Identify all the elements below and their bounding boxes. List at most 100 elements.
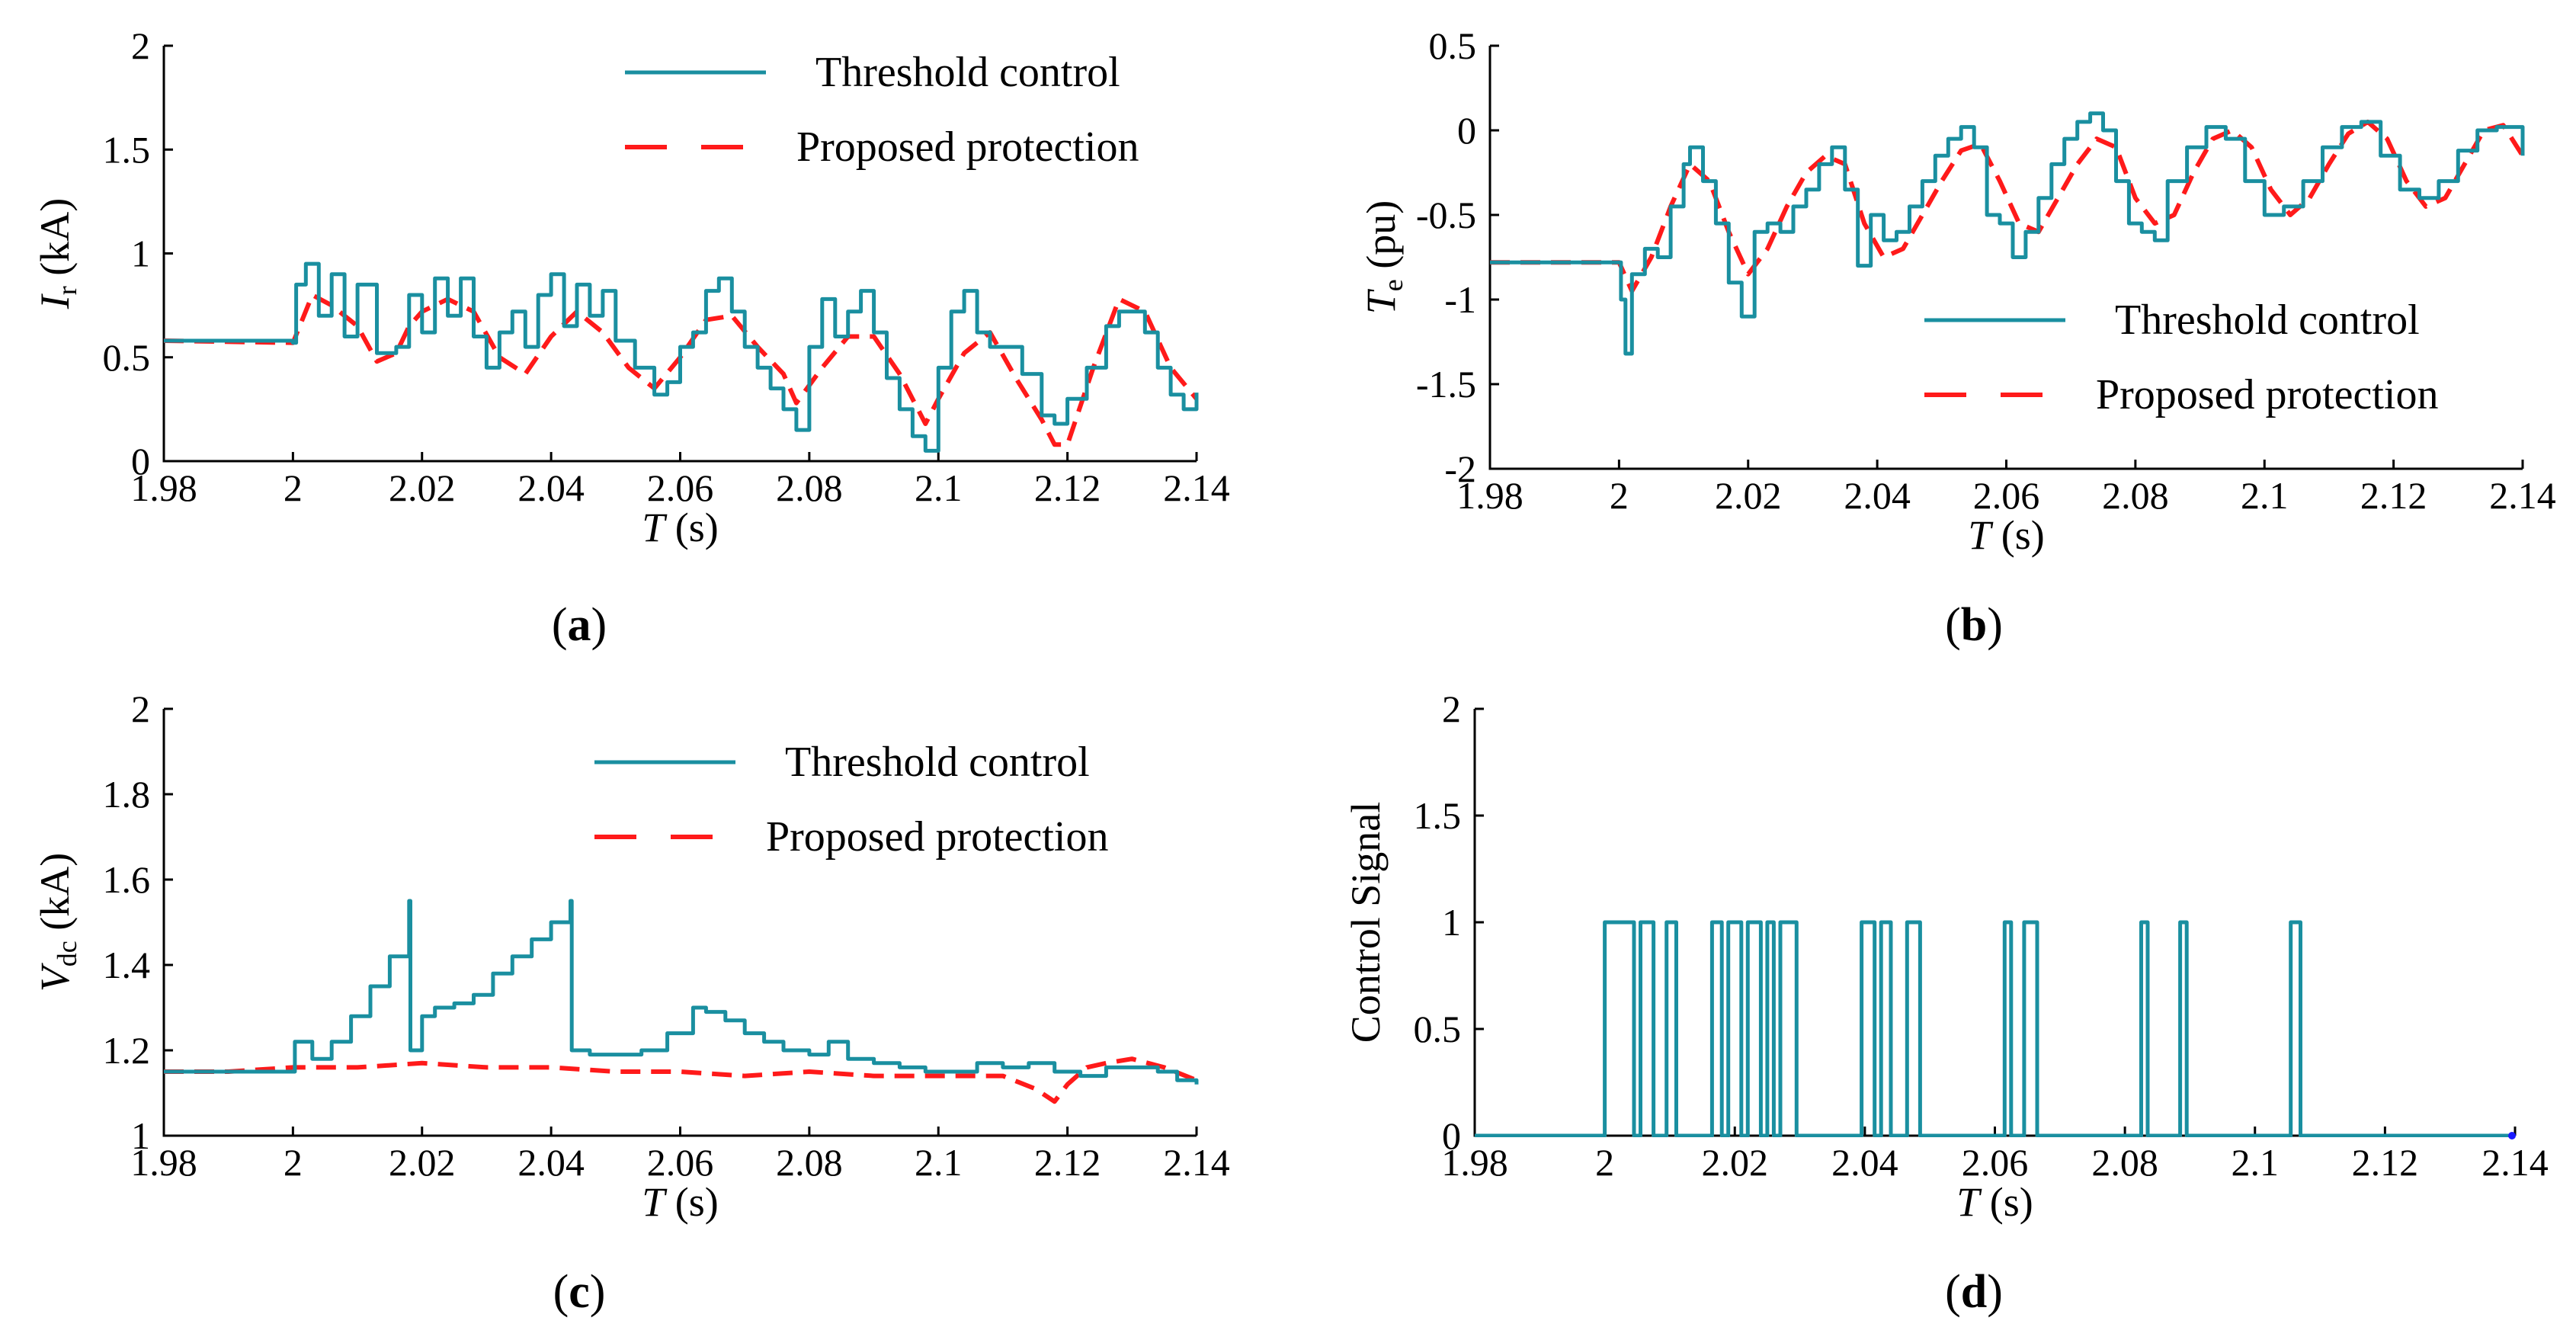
series-threshold-control	[1475, 920, 2515, 1137]
x-axis-label-unit: (s)	[665, 505, 718, 550]
x-axis-label-var: T	[642, 1179, 668, 1225]
x-tick-label: 2.1	[915, 466, 963, 509]
y-axis-label-var: V	[32, 962, 78, 992]
y-tick-label: -1	[1444, 278, 1476, 321]
x-tick-label: 2.02	[389, 466, 456, 509]
x-tick-label: 1.98	[1441, 1141, 1508, 1184]
x-tick-label: 2.06	[1973, 474, 2040, 517]
y-tick-label: 2	[131, 24, 150, 67]
x-tick-label: 2.14	[1163, 466, 1230, 509]
caption-open: (	[1945, 599, 1961, 651]
caption-letter: a	[568, 599, 591, 651]
x-tick-label: 2.1	[915, 1141, 963, 1184]
panel-b: 1.98 2 2.02 2.04 2.06 2.08 2.1 2.12 2.14 -2 -1.5 -1…	[1358, 24, 2556, 651]
x-axis-label-unit: (s)	[1979, 1179, 2033, 1225]
y-axis-label-sub: e	[1378, 279, 1408, 291]
y-axis-label: Control Signal	[1343, 802, 1389, 1043]
y-axis-label: Te (pu)	[1358, 200, 1408, 315]
y-tick-label: 1.8	[103, 773, 151, 816]
legend-label: Proposed protection	[2096, 371, 2438, 418]
panel-caption: (a)	[552, 599, 607, 651]
panel-caption: (b)	[1945, 599, 2003, 651]
y-axis-label-unit: (kA)	[32, 853, 78, 941]
y-axis-label-sub: r	[52, 286, 82, 295]
x-tick-label: 2.04	[517, 466, 585, 509]
y-axis-label-unit: (pu)	[1358, 200, 1404, 279]
x-tick-label: 1.98	[1456, 474, 1523, 517]
x-tick-label: 2	[1595, 1141, 1614, 1184]
y-axis-label: Ir (kA)	[32, 198, 82, 309]
caption-close: )	[1987, 599, 2003, 651]
y-tick-label: 1.6	[103, 858, 151, 901]
y-tick-label: -2	[1444, 447, 1476, 490]
panel-d: 1.98 2 2.02 2.04 2.06 2.08 2.1 2.12 2.14 0 0.5 1 1.5…	[1343, 688, 2549, 1318]
x-axis-label: T (s)	[1968, 512, 2045, 558]
x-tick-label: 2.06	[647, 466, 714, 509]
x-tick-label: 2.1	[2232, 1141, 2280, 1184]
caption-letter: c	[569, 1266, 590, 1318]
y-tick-label: -0.5	[1416, 194, 1476, 236]
x-tick-label: 2.02	[1702, 1141, 1769, 1184]
y-tick-label: 0.5	[1429, 24, 1477, 67]
x-tick-label: 1.98	[130, 1141, 197, 1184]
x-tick-label: 2.12	[1034, 1141, 1101, 1184]
x-axis-label-unit: (s)	[665, 1179, 718, 1225]
panel-a: 1.98 2 2.02 2.04 2.06 2.08 2.1 2.12 2.14 0 0.5 1 1.5…	[32, 24, 1230, 651]
y-tick-label: 1.5	[1414, 794, 1462, 837]
y-tick-label: 0	[1457, 109, 1476, 152]
x-tick-label: 2.08	[2091, 1141, 2158, 1184]
x-tick-label: 2	[284, 466, 303, 509]
x-tick-label: 2.14	[2489, 474, 2556, 517]
x-axis-label-var: T	[1956, 1179, 1982, 1225]
x-tick-label: 2.06	[1962, 1141, 2029, 1184]
series-threshold-control	[1490, 111, 2525, 356]
x-tick-label: 2.12	[1034, 466, 1101, 509]
end-marker	[2508, 1132, 2516, 1139]
x-tick-label: 2.08	[776, 466, 843, 509]
x-tick-label: 2.12	[2360, 474, 2427, 517]
x-tick-label: 2.08	[2102, 474, 2169, 517]
series-threshold-control	[164, 899, 1199, 1085]
legend-label: Threshold control	[815, 49, 1120, 96]
x-axis-label: T (s)	[642, 1179, 719, 1225]
x-tick-label: 2.02	[389, 1141, 456, 1184]
y-axis-label-var: I	[32, 293, 78, 309]
y-tick-label: 1	[131, 1114, 150, 1157]
y-axis-label: Vdc (kA)	[32, 853, 82, 992]
y-tick-label: 2	[131, 688, 150, 730]
x-axis-label: T (s)	[1956, 1179, 2033, 1225]
x-tick-label: 2.12	[2352, 1141, 2419, 1184]
x-tick-label: 2.02	[1715, 474, 1782, 517]
x-axis-label: T (s)	[642, 505, 719, 550]
panel-caption: (d)	[1945, 1266, 2003, 1318]
caption-open: (	[1945, 1266, 1961, 1318]
y-tick-label: 0	[1442, 1114, 1461, 1157]
y-tick-label: 0	[131, 440, 150, 482]
y-axis-label-unit: (kA)	[32, 198, 78, 286]
x-tick-label: 2.04	[517, 1141, 585, 1184]
legend-label: Threshold control	[2115, 296, 2420, 344]
x-tick-label: 1.98	[130, 466, 197, 509]
x-axis-label-var: T	[642, 505, 668, 550]
y-tick-label: -1.5	[1416, 363, 1476, 405]
x-tick-label: 2.08	[776, 1141, 843, 1184]
y-tick-label: 1	[131, 232, 150, 275]
y-tick-label: 0.5	[103, 336, 151, 379]
y-tick-label: 1.4	[103, 944, 151, 986]
y-tick-label: 2	[1442, 688, 1461, 730]
series-proposed-protection	[1490, 119, 2525, 293]
caption-letter: d	[1961, 1266, 1987, 1318]
caption-close: )	[590, 1266, 606, 1318]
legend-label: Proposed protection	[766, 813, 1108, 861]
x-axis-label-unit: (s)	[1991, 512, 2044, 558]
y-axis-label-var: T	[1358, 288, 1404, 314]
x-tick-label: 2.14	[2481, 1141, 2549, 1184]
series-proposed-protection	[164, 1056, 1198, 1104]
caption-close: )	[591, 599, 607, 651]
caption-open: (	[553, 1266, 569, 1318]
x-axis-label-var: T	[1968, 512, 1994, 558]
y-tick-label: 0.5	[1414, 1008, 1462, 1050]
x-tick-label: 2.04	[1844, 474, 1911, 517]
caption-letter: b	[1961, 599, 1987, 651]
